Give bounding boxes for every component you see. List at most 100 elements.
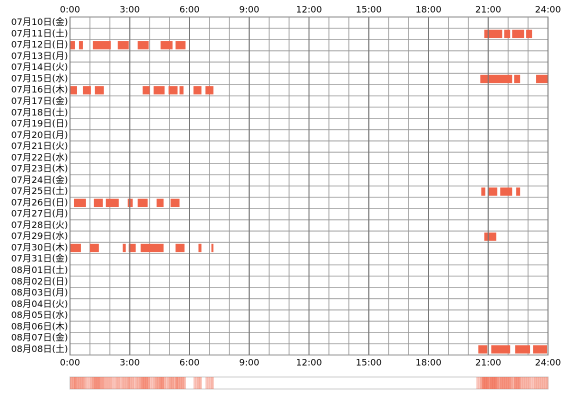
- row-label: 07月28日(火): [11, 220, 68, 231]
- summary-cell: [123, 377, 127, 389]
- summary-cell: [167, 377, 170, 389]
- row-label: 07月17日(金): [11, 95, 68, 107]
- x-tick-label: 18:00: [416, 359, 442, 369]
- summary-cell: [536, 377, 539, 389]
- activity-bar: [484, 29, 503, 39]
- summary-cell: [516, 377, 519, 389]
- activity-bar: [170, 198, 180, 208]
- summary-cell: [125, 377, 129, 389]
- activity-bar: [168, 86, 178, 95]
- summary-cell: [105, 377, 109, 389]
- summary-cell: [179, 377, 182, 389]
- activity-bar: [92, 41, 111, 50]
- x-tick-label: 15:00: [356, 359, 382, 369]
- row-label: 08月04日(火): [11, 299, 68, 310]
- summary-cell: [75, 377, 79, 389]
- summary-cell: [494, 377, 497, 389]
- row-label: 08月06日(木): [11, 320, 68, 332]
- x-tick-label: 0:00: [60, 6, 80, 16]
- summary-cell: [81, 377, 85, 389]
- summary-cell: [117, 377, 121, 389]
- activity-bar: [504, 29, 511, 39]
- row-label: 08月05日(水): [11, 309, 68, 321]
- activity-bar: [122, 243, 126, 253]
- activity-bar: [73, 198, 86, 208]
- activity-bar: [70, 243, 81, 253]
- activity-bar: [70, 41, 75, 50]
- activity-bar: [128, 243, 136, 253]
- summary-cell: [508, 377, 511, 389]
- summary-cell: [492, 377, 495, 389]
- summary-cell: [89, 377, 93, 389]
- summary-cell: [133, 377, 137, 389]
- summary-cell: [91, 377, 95, 389]
- summary-cell: [177, 377, 180, 389]
- summary-cell: [526, 377, 529, 389]
- summary-cell: [103, 377, 107, 389]
- activity-bar: [515, 345, 531, 354]
- row-label: 07月13日(月): [11, 51, 68, 62]
- summary-cell: [71, 377, 75, 389]
- summary-cell: [73, 377, 77, 389]
- activity-bar: [491, 345, 511, 354]
- activity-bar: [198, 243, 202, 253]
- x-tick-label: 15:00: [356, 6, 382, 16]
- row-label: 08月08日(土): [11, 343, 68, 355]
- summary-cell: [476, 377, 479, 389]
- summary-cell: [506, 377, 509, 389]
- summary-cell: [77, 377, 81, 389]
- activity-bar: [514, 74, 521, 84]
- summary-cell: [97, 377, 101, 389]
- activity-bar: [488, 187, 498, 196]
- summary-cell: [532, 377, 535, 389]
- summary-cell: [484, 377, 487, 389]
- activity-bar: [117, 41, 129, 50]
- x-tick-label: 6:00: [179, 6, 199, 16]
- summary-cell: [197, 377, 200, 389]
- activity-bar: [93, 198, 103, 208]
- x-tick-label: 9:00: [239, 6, 259, 16]
- summary-cell: [70, 377, 73, 389]
- row-label: 07月22日(水): [11, 151, 68, 163]
- activity-bar: [536, 74, 548, 84]
- summary-cell: [514, 377, 517, 389]
- activity-bar: [500, 187, 513, 196]
- row-label: 07月30日(木): [11, 241, 68, 253]
- summary-cell: [147, 377, 150, 389]
- summary-cell: [510, 377, 513, 389]
- summary-cell: [111, 377, 115, 389]
- summary-cell: [522, 377, 525, 389]
- summary-cell: [524, 377, 527, 389]
- summary-cell: [95, 377, 99, 389]
- activity-bar: [153, 86, 165, 95]
- summary-cell: [161, 377, 164, 389]
- summary-cell: [530, 377, 533, 389]
- summary-cell: [490, 377, 493, 389]
- summary-cell: [171, 377, 174, 389]
- summary-cell: [207, 377, 210, 389]
- activity-bar: [78, 41, 83, 50]
- summary-cell: [195, 377, 198, 389]
- activity-bar: [140, 243, 164, 253]
- summary-cell: [544, 377, 547, 389]
- activity-bar: [533, 345, 548, 354]
- summary-cell: [119, 377, 123, 389]
- summary-cell: [129, 377, 133, 389]
- activity-bar: [481, 187, 486, 196]
- summary-cell: [542, 377, 545, 389]
- summary-cell: [205, 377, 208, 389]
- activity-bar: [211, 243, 214, 253]
- x-tick-label: 12:00: [296, 6, 322, 16]
- summary-cell: [181, 377, 184, 389]
- summary-cell: [113, 377, 117, 389]
- summary-cell: [151, 377, 154, 389]
- summary-cell: [79, 377, 83, 389]
- activity-bar: [160, 41, 173, 50]
- row-label: 07月11日(土): [11, 27, 68, 39]
- summary-cell: [131, 377, 135, 389]
- summary-cell: [540, 377, 543, 389]
- activity-bar: [137, 41, 149, 50]
- summary-cell: [504, 377, 507, 389]
- summary-cell: [482, 377, 485, 389]
